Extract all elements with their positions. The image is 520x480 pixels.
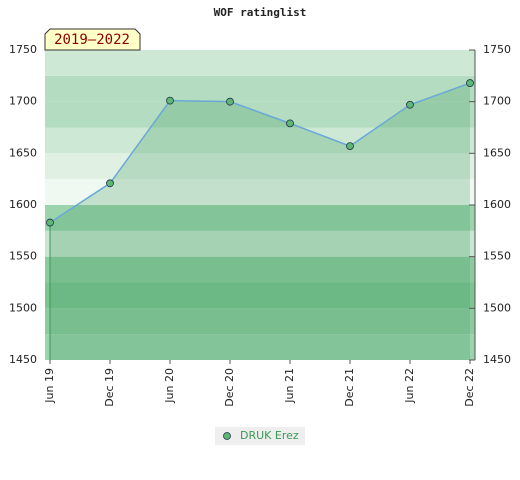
annotation: 2019–2022: [44, 28, 141, 51]
marker: [226, 97, 234, 106]
background-band: [45, 334, 475, 360]
background-band: [45, 205, 475, 231]
legend-marker: [223, 432, 231, 440]
legend-box: [215, 427, 305, 445]
y2-tick-label: 1450: [483, 353, 511, 366]
background-band: [45, 179, 475, 205]
marker: [286, 119, 294, 128]
y-tick-label: 1700: [9, 95, 37, 108]
annotation-text: 2019–2022: [54, 32, 130, 48]
x-tick-label: Jun 22: [403, 368, 416, 404]
x-tick-label: Dec 20: [223, 368, 236, 407]
x-tick-label: Dec 21: [343, 368, 356, 407]
y-tick-label: 1450: [9, 353, 37, 366]
y2-tick-label: 1550: [483, 250, 511, 263]
x-tick-label: Jun 21: [283, 368, 296, 404]
area: [50, 83, 470, 361]
y2-tick-label: 1700: [483, 95, 511, 108]
marker: [106, 179, 114, 188]
y-tick-label: 1650: [9, 146, 37, 159]
y2-tick-label: 1500: [483, 301, 511, 314]
y2-tick-label: 1600: [483, 198, 511, 211]
marker: [46, 218, 54, 227]
y-tick-label: 1600: [9, 198, 37, 211]
background-band: [45, 308, 475, 335]
legend-label: DRUK Erez: [240, 429, 299, 442]
background-band: [45, 101, 475, 128]
y-tick-label: 1550: [9, 250, 37, 263]
y2-tick-label: 1650: [483, 146, 511, 159]
annotation-box: [44, 28, 141, 51]
x-tick-label: Dec 22: [463, 368, 476, 407]
background-band: [45, 282, 475, 309]
marker: [346, 142, 354, 151]
x-tick-label: Jun 20: [163, 368, 176, 404]
chart-title: WOF ratinglist: [214, 6, 307, 19]
marker: [166, 96, 174, 105]
y-tick-label: 1750: [9, 43, 37, 56]
y2-tick-label: 1750: [483, 43, 511, 56]
marker: [406, 100, 414, 109]
background-band: [45, 50, 475, 76]
x-tick-label: Dec 19: [103, 368, 116, 407]
marker: [466, 79, 474, 87]
line: [49, 82, 471, 224]
background-band: [45, 230, 475, 257]
background-band: [45, 127, 475, 154]
background-band: [45, 256, 475, 283]
y-tick-label: 1500: [9, 301, 37, 314]
x-tick-label: Jun 19: [43, 368, 56, 404]
background-band: [45, 75, 475, 102]
